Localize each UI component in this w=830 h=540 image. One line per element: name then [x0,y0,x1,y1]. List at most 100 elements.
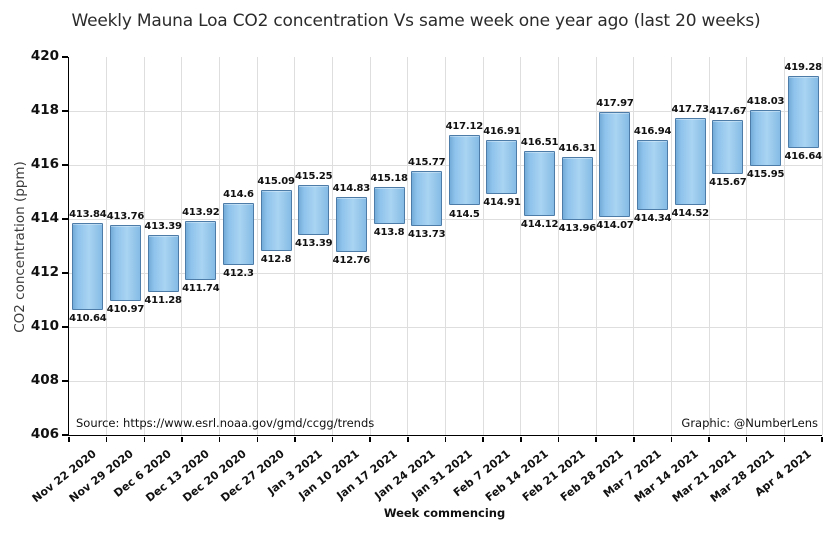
y-axis-tick [62,326,68,328]
bar-bottom-value-label: 414.07 [596,220,634,232]
x-axis-tick [256,437,258,442]
bar-bottom-value-label: 414.12 [520,218,559,230]
range-bar [72,223,104,310]
bar-bottom-value-label: 413.8 [373,227,405,239]
x-axis-tick [595,437,597,442]
bar-top-value-label: 416.94 [633,125,672,137]
bar-bottom-value-label: 411.28 [144,295,182,307]
gridline-vertical [407,57,409,435]
bar-top-value-label: 416.91 [483,126,521,138]
chart-title: Weekly Mauna Loa CO2 concentration Vs sa… [71,11,761,31]
bar-top-value-label: 413.39 [144,221,182,233]
gridline-vertical [369,57,371,435]
x-axis-tick [143,437,146,442]
x-axis-tick [557,437,560,442]
gridline-vertical [633,57,635,435]
range-bar [185,221,217,281]
gridline-vertical [670,57,672,435]
bar-bottom-value-label: 412.76 [332,255,371,267]
bar-bottom-value-label: 410.97 [106,303,145,315]
source-note: Source: https://www.esrl.noaa.gov/gmd/cc… [76,416,375,430]
bar-top-value-label: 417.67 [709,105,747,117]
bar-bottom-value-label: 415.95 [746,169,785,181]
x-tick-label: Nov 22 2020 [29,447,99,506]
x-axis-title: Week commencing [383,506,506,520]
y-axis-tick [62,272,68,274]
x-axis-tick [520,437,522,442]
y-axis-title: CO2 concentration (ppm) [12,161,28,333]
bar-top-value-label: 415.77 [407,157,446,169]
gridline-vertical [219,57,221,435]
range-bar [712,119,744,174]
bar-bottom-value-label: 416.64 [784,150,822,162]
range-bar [147,235,179,293]
x-axis-tick [105,437,108,442]
x-axis-tick [745,437,748,442]
gridline-vertical [595,57,597,435]
x-tick-label: Mar 14 2021 [632,447,702,505]
y-tick-label: 420 [30,48,59,64]
range-bar [561,156,593,221]
bar-bottom-value-label: 414.91 [483,197,521,209]
y-axis-tick [62,218,68,220]
gridline-vertical [143,57,145,435]
range-bar [637,139,669,210]
gridline-vertical [783,57,785,435]
range-bar [787,76,819,148]
bar-top-value-label: 413.92 [182,207,220,219]
x-axis-tick [68,437,70,442]
x-axis-tick [181,437,183,442]
bar-bottom-value-label: 411.74 [182,283,220,295]
bar-bottom-value-label: 414.52 [671,207,710,219]
bar-top-value-label: 415.09 [257,175,295,187]
gridline-vertical [520,57,522,435]
gridline-vertical [332,57,334,435]
range-bar [298,185,330,236]
bar-top-value-label: 417.97 [596,97,634,109]
gridline-vertical [106,57,108,435]
bar-top-value-label: 419.28 [784,62,822,74]
bar-bottom-value-label: 414.5 [448,208,480,220]
gridline-vertical [181,57,183,435]
bar-bottom-value-label: 414.34 [633,212,672,224]
range-bar [222,202,254,265]
range-bar [109,225,141,301]
x-axis-tick [218,437,221,442]
bar-bottom-value-label: 415.67 [709,176,747,188]
y-axis-tick [62,434,68,436]
range-bar [373,187,405,225]
y-axis-tick [62,110,68,112]
gridline-vertical [256,57,258,435]
bar-bottom-value-label: 412.8 [260,254,292,266]
gridline-vertical [445,57,446,435]
x-axis-tick [482,437,484,442]
range-bar [674,118,706,205]
x-axis-tick [369,437,371,442]
plot-area: 406 408 410 412 414 416 418 420 413.84 410.64 Nov … [30,48,823,505]
gridline-vertical [294,57,296,435]
bar-bottom-value-label: 412.3 [223,267,254,279]
x-axis-tick [294,437,296,442]
bar-bottom-value-label: 413.39 [295,238,333,250]
gridline-vertical [708,57,710,435]
y-axis-tick [62,164,68,166]
bar-bottom-value-label: 410.64 [69,312,107,324]
range-bar [750,110,782,167]
y-tick-label: 418 [30,102,59,118]
y-tick-label: 408 [30,372,59,388]
range-bar [448,134,480,206]
y-tick-label: 410 [30,318,59,334]
x-axis-tick [670,437,673,442]
bar-bottom-value-label: 413.73 [407,229,446,241]
range-bar [260,189,292,252]
y-axis-tick [62,56,68,58]
range-bar [524,151,556,216]
credit-note: Graphic: @NumberLens [681,416,818,430]
y-tick-label: 406 [30,426,59,442]
y-tick-label: 414 [30,210,59,226]
bar-bottom-value-label: 413.96 [558,223,597,235]
bar-top-value-label: 414.83 [332,182,371,194]
x-axis-tick [444,437,447,442]
bar-top-value-label: 414.6 [223,188,254,200]
